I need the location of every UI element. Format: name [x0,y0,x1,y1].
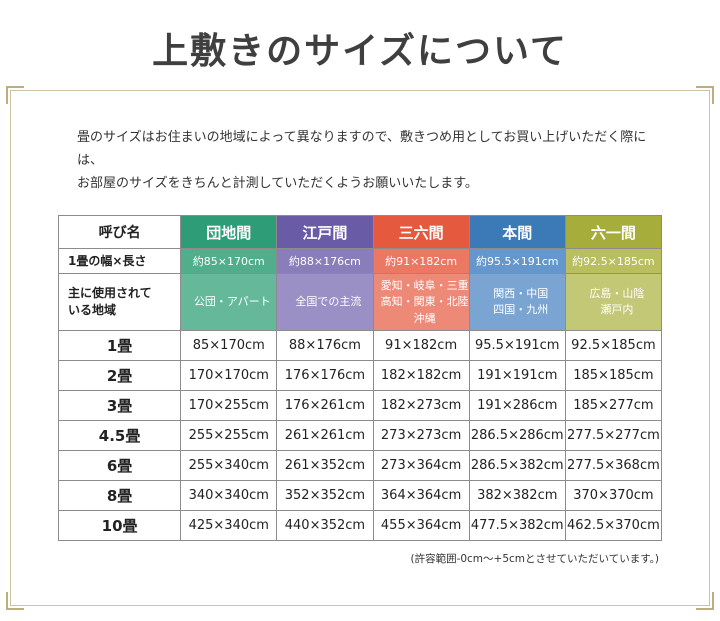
region-row-label: 主に使用されて いる地域 [57,273,182,332]
region-cell: 関西・中国 四国・九州 [468,273,566,332]
size-spec-cell: 約95.5×191cm [468,248,566,275]
size-row-label: 1畳の幅×長さ [57,248,182,275]
column-header-danchima: 団地間 [180,215,278,250]
size-value-cell: 170×170cm [180,360,278,392]
table-row: 1畳 85×170cm 88×176cm 91×182cm 95.5×191cm… [57,330,663,362]
table-row: 3畳 170×255cm 176×261cm 182×273cm 191×286… [57,390,663,422]
size-value-cell: 261×352cm [276,450,374,482]
size-value-cell: 425×340cm [180,510,278,542]
size-value-cell: 191×286cm [468,390,566,422]
size-value-cell: 455×364cm [372,510,470,542]
size-value-cell: 182×182cm [372,360,470,392]
size-value-cell: 92.5×185cm [564,330,663,362]
size-value-cell: 286.5×382cm [468,450,566,482]
size-value-cell: 340×340cm [180,480,278,512]
frame-corner-bottom-right [696,592,714,610]
size-value-cell: 382×382cm [468,480,566,512]
size-value-cell: 91×182cm [372,330,470,362]
column-header-honma: 本間 [468,215,566,250]
size-value-cell: 277.5×368cm [564,450,663,482]
size-value-cell: 277.5×277cm [564,420,663,452]
content-frame: 畳のサイズはお住まいの地域によって異なりますので、敷きつめ用としてお買い上げいた… [6,86,714,610]
region-cell: 愛知・岐阜・三重 高知・関東・北陸 沖縄 [372,273,470,332]
size-value-cell: 185×185cm [564,360,663,392]
intro-text: 畳のサイズはお住まいの地域によって異なりますので、敷きつめ用としてお買い上げいた… [11,127,709,195]
size-spec-cell: 約85×170cm [180,248,278,275]
size-value-cell: 255×340cm [180,450,278,482]
size-value-cell: 85×170cm [180,330,278,362]
row-label: 6畳 [57,450,182,482]
tolerance-note: (許容範囲-0cm～+5cmとさせていただいています。) [410,553,659,566]
column-header-rokuichima: 六一間 [564,215,663,250]
column-header-sanrokuma: 三六間 [372,215,470,250]
table-row: 2畳 170×170cm 176×176cm 182×182cm 191×191… [57,360,663,392]
size-value-cell: 440×352cm [276,510,374,542]
row-label: 10畳 [57,510,182,542]
row-label: 1畳 [57,330,182,362]
size-value-cell: 352×352cm [276,480,374,512]
size-value-cell: 286.5×286cm [468,420,566,452]
region-row: 主に使用されて いる地域 公団・アパート 全国での主流 愛知・岐阜・三重 高知・… [57,273,663,332]
size-value-cell: 170×255cm [180,390,278,422]
size-value-cell: 477.5×382cm [468,510,566,542]
table-row: 6畳 255×340cm 261×352cm 273×364cm 286.5×3… [57,450,663,482]
size-spec-cell: 約88×176cm [276,248,374,275]
tatami-size-table: 呼び名 団地間 江戸間 三六間 本間 六一間 1畳の幅×長さ 約85×170cm… [57,215,663,542]
size-value-cell: 364×364cm [372,480,470,512]
row-label: 2畳 [57,360,182,392]
size-value-cell: 273×273cm [372,420,470,452]
size-value-cell: 261×261cm [276,420,374,452]
region-cell: 公団・アパート [180,273,278,332]
size-value-cell: 185×277cm [564,390,663,422]
size-spec-cell: 約92.5×185cm [564,248,663,275]
intro-line-2: お部屋のサイズをきちんと計測していただくようお願いいたします。 [77,175,478,191]
size-value-cell: 182×273cm [372,390,470,422]
row-label: 3畳 [57,390,182,422]
table-header-row: 呼び名 団地間 江戸間 三六間 本間 六一間 [57,215,663,250]
size-value-cell: 255×255cm [180,420,278,452]
region-cell: 全国での主流 [276,273,374,332]
corner-label: 呼び名 [57,215,182,250]
size-value-cell: 191×191cm [468,360,566,392]
intro-line-1: 畳のサイズはお住まいの地域によって異なりますので、敷きつめ用としてお買い上げいた… [77,130,647,168]
size-spec-cell: 約91×182cm [372,248,470,275]
size-value-cell: 462.5×370cm [564,510,663,542]
frame-corner-top-left [6,86,24,104]
size-value-cell: 273×364cm [372,450,470,482]
page-title: 上敷きのサイズについて [152,30,568,72]
frame-corner-top-right [696,86,714,104]
table-row: 10畳 425×340cm 440×352cm 455×364cm 477.5×… [57,510,663,542]
row-label: 4.5畳 [57,420,182,452]
column-header-edoma: 江戸間 [276,215,374,250]
region-cell: 広島・山陰 瀬戸内 [564,273,663,332]
size-spec-row: 1畳の幅×長さ 約85×170cm 約88×176cm 約91×182cm 約9… [57,248,663,275]
size-value-cell: 370×370cm [564,480,663,512]
size-value-cell: 95.5×191cm [468,330,566,362]
size-value-cell: 88×176cm [276,330,374,362]
frame-corner-bottom-left [6,592,24,610]
size-value-cell: 176×176cm [276,360,374,392]
row-label: 8畳 [57,480,182,512]
table-row: 4.5畳 255×255cm 261×261cm 273×273cm 286.5… [57,420,663,452]
size-value-cell: 176×261cm [276,390,374,422]
table-row: 8畳 340×340cm 352×352cm 364×364cm 382×382… [57,480,663,512]
